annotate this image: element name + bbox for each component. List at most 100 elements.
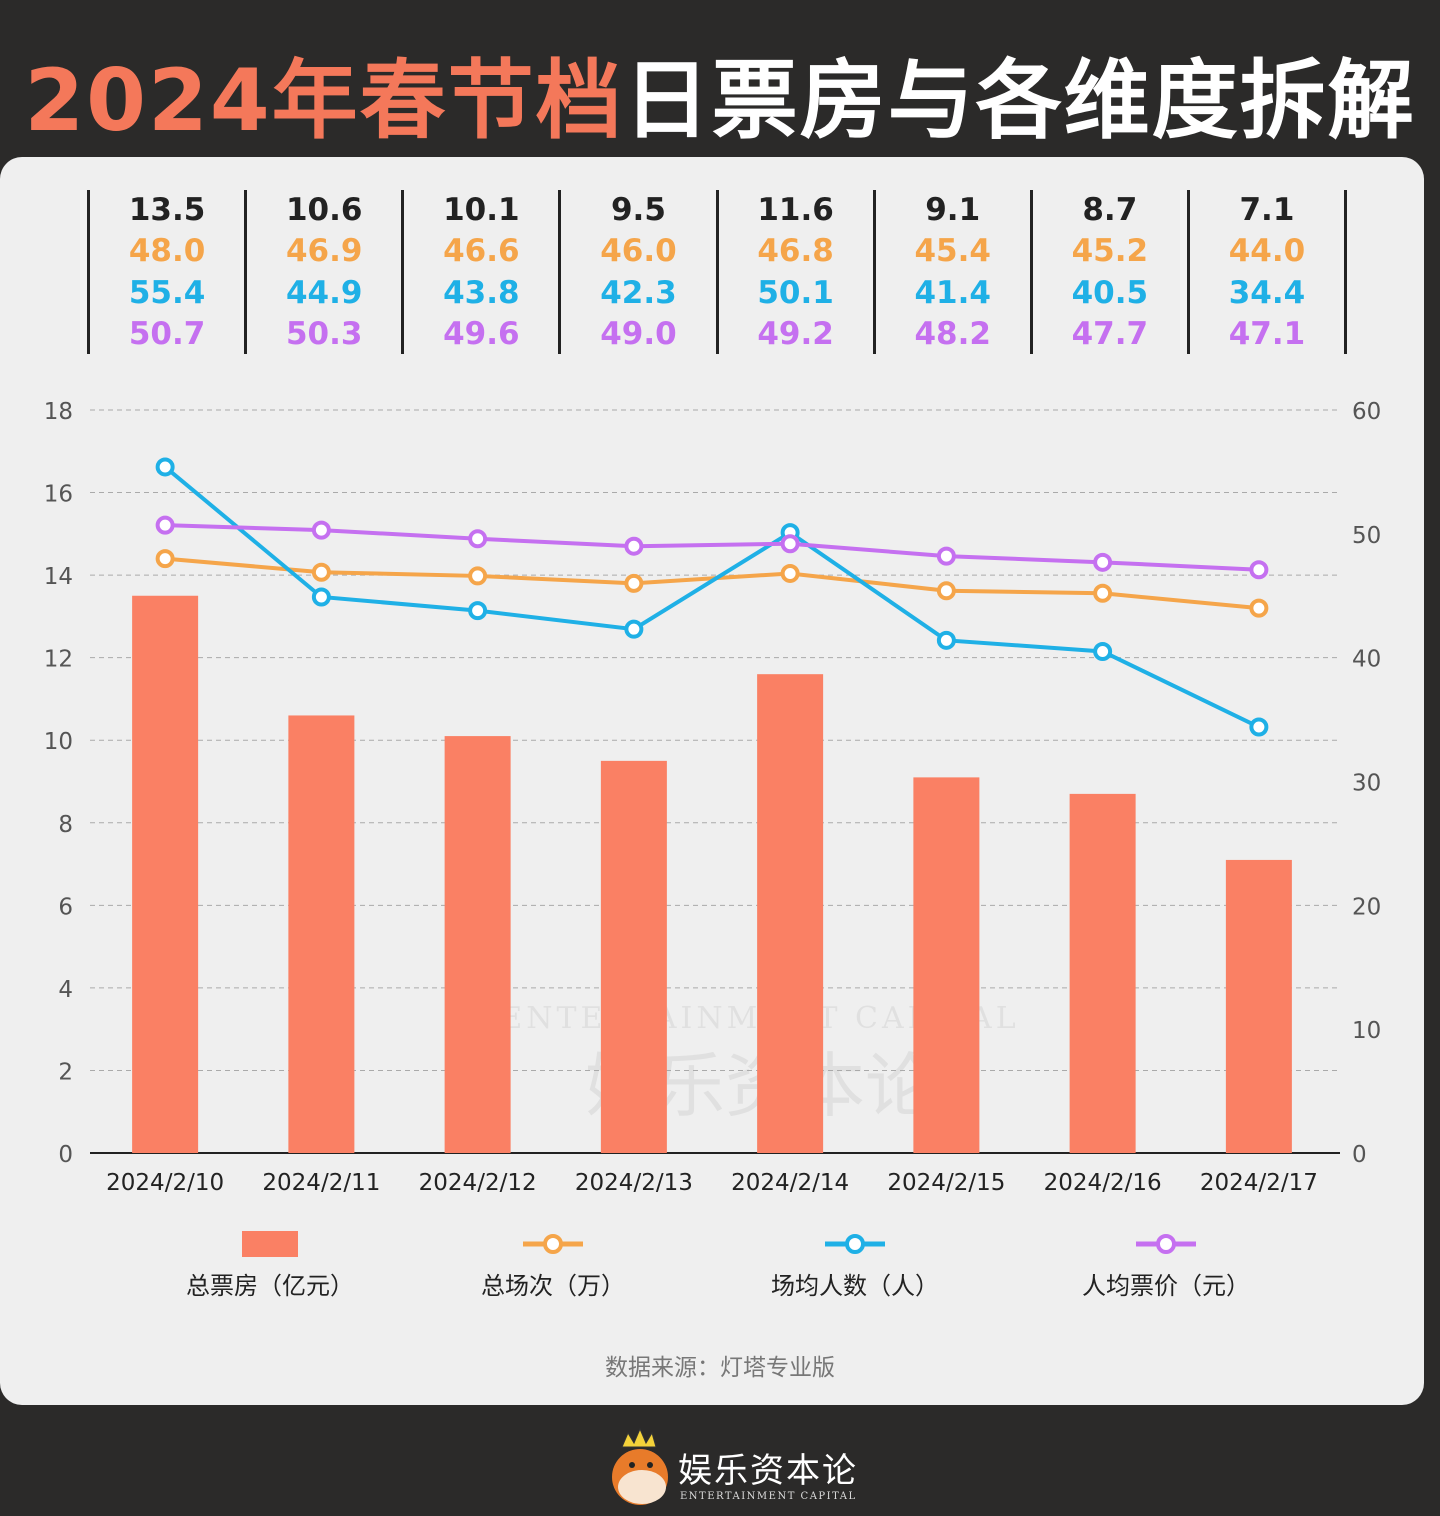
series-line xyxy=(165,523,1259,572)
left-tick-label: 16 xyxy=(44,482,73,508)
bar xyxy=(1225,859,1292,1153)
logo-subtext: ENTERTAINMENT CAPITAL xyxy=(680,1491,857,1502)
right-tick-label: 10 xyxy=(1352,1018,1381,1044)
summary-value: 50.1 xyxy=(757,274,834,311)
summary-value: 45.2 xyxy=(1071,233,1149,270)
summary-value: 41.4 xyxy=(914,274,991,311)
legend-bar-icon xyxy=(242,1231,298,1257)
summary-value: 45.4 xyxy=(914,233,991,270)
summary-value: 46.8 xyxy=(757,233,834,270)
summary-value: 50.7 xyxy=(128,315,206,352)
data-point xyxy=(1093,641,1113,661)
data-point xyxy=(155,515,175,535)
legend-label: 场均人数（人） xyxy=(771,1272,939,1300)
x-tick-label: 2024/2/15 xyxy=(887,1170,1005,1196)
data-point xyxy=(155,549,175,569)
right-tick-label: 0 xyxy=(1352,1142,1367,1168)
summary-value: 11.6 xyxy=(757,192,834,228)
data-point xyxy=(780,563,800,583)
summary-value: 9.1 xyxy=(925,192,981,228)
data-point xyxy=(624,619,644,639)
data-point xyxy=(1249,717,1269,737)
title-rest: 日票房与各维度拆解 xyxy=(623,51,1416,151)
data-point xyxy=(1093,552,1113,572)
summary-value: 46.9 xyxy=(285,233,363,270)
left-tick-label: 2 xyxy=(58,1059,73,1085)
series-line xyxy=(163,465,1260,729)
data-point xyxy=(155,457,175,477)
summary-value: 48.2 xyxy=(914,315,991,352)
summary-value: 48.0 xyxy=(128,233,206,270)
summary-value: 34.4 xyxy=(1228,274,1306,311)
left-tick-label: 10 xyxy=(44,729,73,755)
summary-table: 13.5 48.0 55.4 50.7 10.6 46.9 44.9 50.3 10.1 46.6… xyxy=(87,190,1347,354)
data-point xyxy=(624,536,644,556)
data-point xyxy=(1093,583,1113,603)
left-tick-label: 8 xyxy=(58,812,73,838)
summary-value: 49.2 xyxy=(757,315,834,352)
data-point xyxy=(780,534,800,554)
summary-value: 43.8 xyxy=(443,274,520,311)
data-point xyxy=(936,581,956,601)
data-point xyxy=(311,587,331,607)
summary-value: 10.6 xyxy=(285,192,363,228)
data-point xyxy=(311,520,331,540)
right-tick-label: 20 xyxy=(1352,894,1381,920)
summary-column: 9.5 46.0 42.3 49.0 xyxy=(558,190,715,354)
bar xyxy=(444,736,511,1153)
right-tick-label: 40 xyxy=(1352,647,1381,673)
summary-column: 10.6 46.9 44.9 50.3 xyxy=(244,190,401,354)
x-tick-label: 2024/2/16 xyxy=(1044,1170,1162,1196)
left-tick-label: 4 xyxy=(58,977,73,1003)
data-point xyxy=(1249,598,1269,618)
summary-column: 10.1 46.6 43.8 49.6 xyxy=(401,190,558,354)
summary-column: 13.5 48.0 55.4 50.7 xyxy=(87,190,244,354)
x-tick-label: 2024/2/13 xyxy=(575,1170,693,1196)
bar xyxy=(913,777,980,1153)
summary-value: 44.0 xyxy=(1228,233,1306,270)
data-point xyxy=(311,562,331,582)
summary-value: 42.3 xyxy=(600,274,677,311)
summary-column: 7.1 44.0 34.4 47.1 xyxy=(1186,190,1347,354)
legend-label: 总票房（亿元） xyxy=(186,1272,354,1300)
data-point xyxy=(468,529,488,549)
legend-marker-icon xyxy=(543,1234,563,1254)
summary-value: 44.9 xyxy=(285,274,363,311)
data-point xyxy=(1249,560,1269,580)
summary-value: 49.0 xyxy=(600,315,677,352)
brand-logo: 娱乐资本论 ENTERTAINMENT CAPITAL xyxy=(600,1425,880,1510)
data-point xyxy=(468,566,488,586)
legend-marker-icon xyxy=(1156,1234,1176,1254)
legend-label: 人均票价（元） xyxy=(1082,1272,1250,1300)
bar xyxy=(132,595,199,1153)
summary-column: 11.6 46.8 50.1 49.2 xyxy=(715,190,873,354)
left-tick-label: 6 xyxy=(58,894,73,920)
summary-value: 7.1 xyxy=(1239,192,1295,228)
summary-column: 8.7 45.2 40.5 47.7 xyxy=(1029,190,1187,354)
summary-value: 46.0 xyxy=(600,233,677,270)
data-point xyxy=(936,630,956,650)
left-tick-label: 12 xyxy=(44,647,73,673)
bar xyxy=(600,760,667,1153)
x-tick-label: 2024/2/17 xyxy=(1200,1170,1318,1196)
x-tick-label: 2024/2/10 xyxy=(106,1170,224,1196)
chart-card xyxy=(0,157,1424,1405)
summary-value: 13.5 xyxy=(128,192,206,228)
source-note: 数据来源：灯塔专业版 xyxy=(605,1355,835,1381)
left-tick-label: 18 xyxy=(44,399,73,425)
x-tick-label: 2024/2/11 xyxy=(262,1170,380,1196)
summary-value: 46.6 xyxy=(443,233,520,270)
bar xyxy=(1069,793,1136,1153)
data-point xyxy=(936,546,956,566)
data-point xyxy=(468,601,488,621)
x-tick-label: 2024/2/14 xyxy=(731,1170,849,1196)
summary-value: 49.6 xyxy=(443,315,520,352)
summary-value: 47.7 xyxy=(1071,315,1149,352)
summary-value: 47.1 xyxy=(1228,315,1306,352)
left-tick-label: 14 xyxy=(44,564,73,590)
data-point xyxy=(624,573,644,593)
page-title: 2024年春节档日票房与各维度拆解 xyxy=(0,30,1440,155)
logo-text: 娱乐资本论 xyxy=(678,1451,858,1491)
summary-value: 55.4 xyxy=(128,274,206,311)
